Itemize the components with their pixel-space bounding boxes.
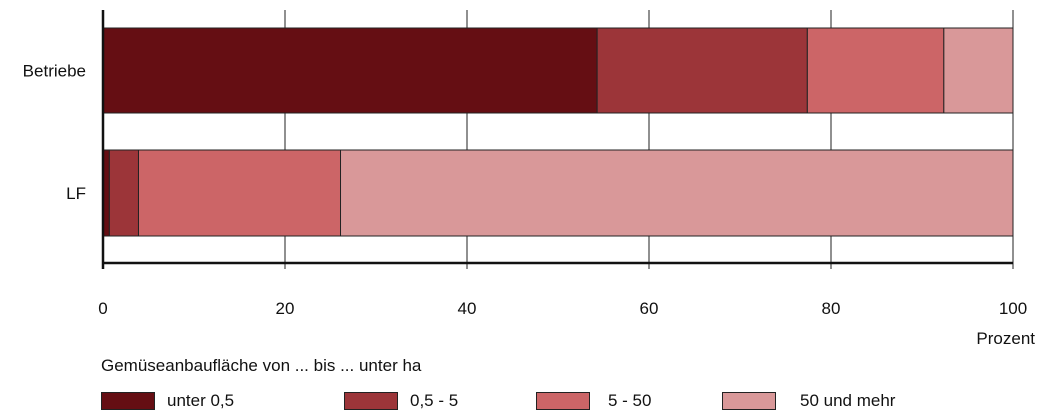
legend-item-50-und-mehr: 50 und mehr (722, 389, 895, 413)
legend-label: unter 0,5 (167, 391, 235, 410)
legend-label: 0,5 - 5 (410, 391, 459, 410)
legend-label: 50 und mehr (800, 391, 896, 410)
legend-item-unter-0-5: unter 0,5 (101, 389, 234, 413)
bar-segment (596, 27, 808, 114)
bar-segment (943, 27, 1014, 114)
axes-group (101, 10, 1013, 269)
x-tick-label: 60 (640, 299, 659, 318)
category-label: Betriebe (23, 62, 86, 81)
stacked-bar-chart: Betriebe LF 0 20 40 60 80 100 Prozent (23, 10, 1035, 348)
legend-swatch (344, 392, 398, 410)
bar-segment (137, 149, 342, 237)
legend-swatch (722, 392, 776, 410)
x-tick-label: 80 (822, 299, 841, 318)
category-label: LF (66, 184, 86, 203)
category-labels: Betriebe LF (23, 62, 86, 204)
legend-title: Gemüseanbaufläche von ... bis ... unter … (101, 356, 422, 375)
bars-group (102, 27, 1014, 237)
bar-segment (340, 149, 1014, 237)
bar-segment (102, 27, 598, 114)
legend-item-0-5-5: 0,5 - 5 (344, 389, 458, 413)
legend-item-5-50: 5 - 50 (536, 389, 651, 413)
bar-segment (806, 27, 945, 114)
x-axis-label: Prozent (976, 329, 1035, 348)
legend-label: 5 - 50 (608, 391, 652, 410)
bar-segment (108, 149, 139, 237)
x-tick-label: 20 (276, 299, 295, 318)
legend-swatch (101, 392, 155, 410)
tick-labels: 0 20 40 60 80 100 (98, 299, 1027, 318)
x-tick-label: 40 (458, 299, 477, 318)
legend-swatch (536, 392, 590, 410)
x-tick-label: 0 (98, 299, 107, 318)
x-tick-label: 100 (999, 299, 1027, 318)
